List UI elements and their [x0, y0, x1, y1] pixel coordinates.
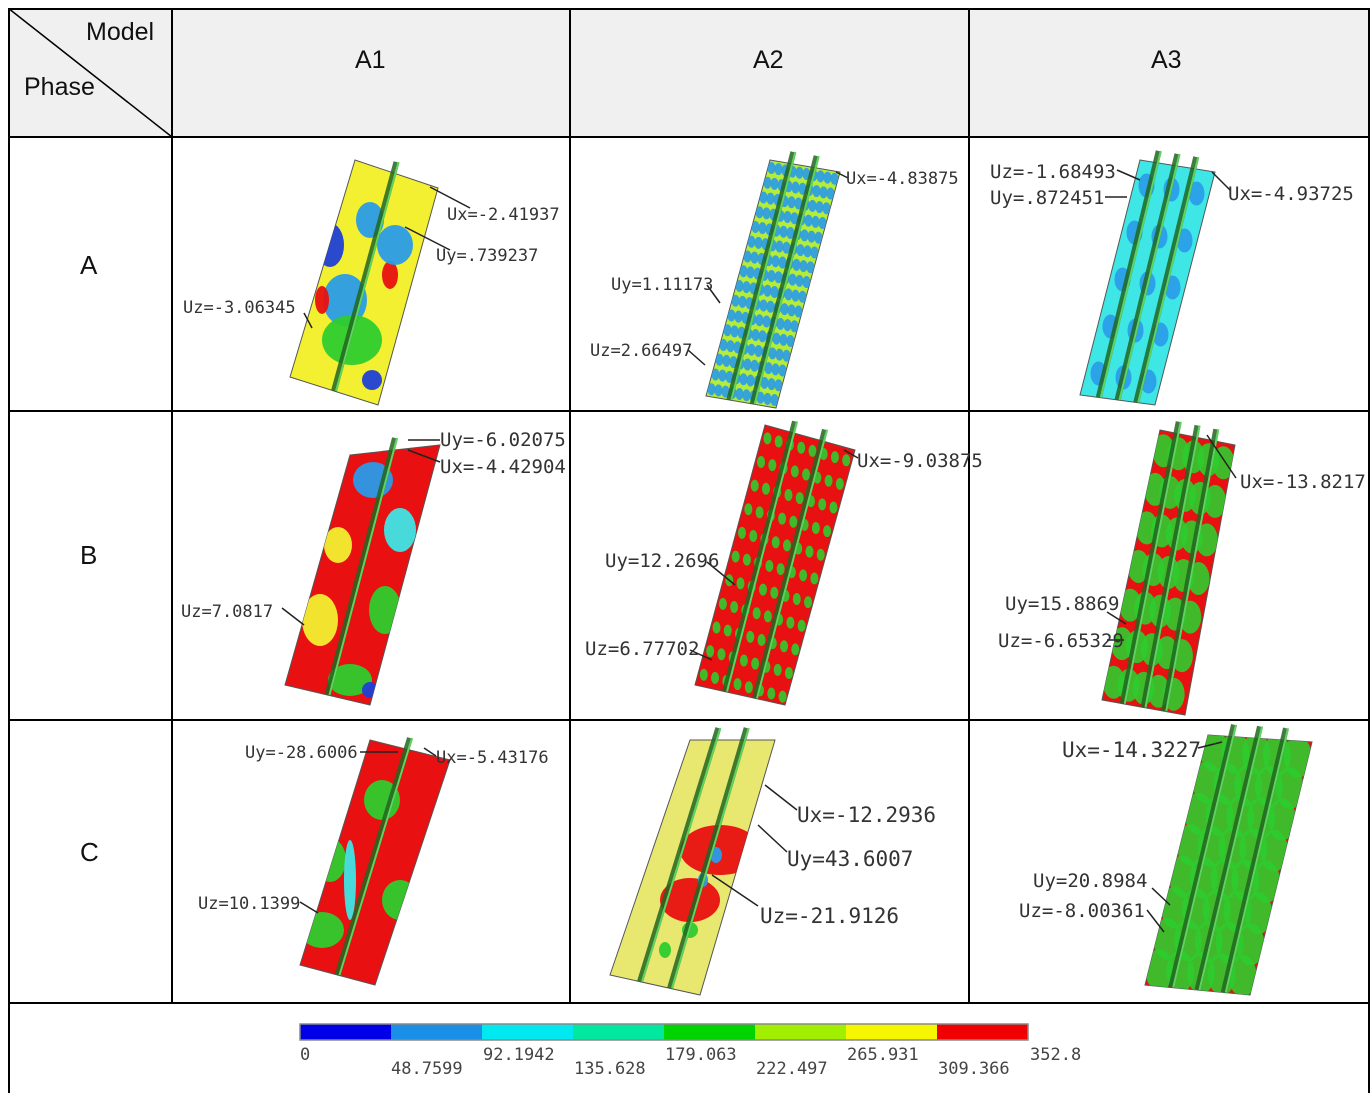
leader-line	[1206, 434, 1237, 479]
legend-swatch	[664, 1024, 756, 1040]
leader-line	[711, 874, 759, 907]
displacement-label: Uz=2.66497	[590, 341, 692, 361]
corner-phase-label: Phase	[24, 73, 95, 101]
column-header-a3: A3	[1151, 46, 1182, 74]
displacement-label: Uz=-21.9126	[760, 904, 899, 928]
leader-line	[835, 171, 849, 179]
legend-swatch	[300, 1024, 392, 1040]
contour-plate	[1101, 421, 1236, 716]
leader-line	[429, 186, 471, 209]
displacement-label: Ux=-2.41937	[447, 205, 560, 225]
displacement-label: Ux=-13.8217	[1240, 471, 1366, 493]
leader-line	[1116, 169, 1141, 181]
legend-swatch	[573, 1024, 665, 1040]
legend-value: 135.628	[574, 1059, 646, 1079]
displacement-label: Uy=43.6007	[787, 847, 913, 871]
grid-line	[968, 8, 970, 1003]
contour-plate	[299, 737, 451, 986]
contour-plate	[609, 727, 776, 996]
displacement-label: Uy=-6.02075	[440, 429, 566, 451]
grid-line	[569, 8, 571, 1003]
color-legend: 0 48.7599 92.1942 135.628 179.063 222.49…	[299, 1023, 1081, 1079]
displacement-label: Uy=1.11173	[611, 275, 713, 295]
grid-line	[8, 410, 1370, 412]
grid-line	[8, 719, 1370, 721]
displacement-label: Ux=-4.83875	[846, 169, 959, 189]
legend-value: 48.7599	[391, 1059, 463, 1079]
displacement-label: Ux=-5.43176	[436, 748, 549, 768]
leader-line	[764, 784, 798, 811]
legend-swatch	[846, 1024, 938, 1040]
legend-swatch	[482, 1024, 574, 1040]
grid-line	[8, 136, 1370, 138]
displacement-label: Ux=-9.03875	[857, 450, 983, 472]
leader-line	[706, 561, 736, 586]
contour-plate	[284, 437, 441, 706]
leader-line	[1197, 741, 1223, 749]
displacement-label: Uz=-1.68493	[990, 161, 1116, 183]
grid-line	[8, 8, 1370, 10]
grid-line	[8, 1002, 1370, 1004]
contour-plate	[1079, 150, 1216, 406]
leader-line	[1151, 887, 1171, 906]
displacement-label: Ux=-4.42904	[440, 456, 566, 478]
legend-value: 309.366	[938, 1059, 1010, 1079]
displacement-label: Uy=12.2696	[605, 550, 719, 572]
displacement-label: Ux=-4.93725	[1228, 183, 1354, 205]
displacement-label: Uz=6.77702	[585, 638, 699, 660]
leader-line	[303, 312, 313, 329]
contour-plate	[289, 159, 439, 406]
row-label-c: C	[80, 837, 99, 867]
displacement-label: Uz=-6.65329	[998, 630, 1124, 652]
grid-line	[1368, 8, 1370, 1093]
contour-plate	[705, 151, 841, 409]
legend-value: 222.497	[756, 1059, 828, 1079]
displacement-label: Uy=-28.6006	[245, 743, 358, 763]
leader-line	[407, 449, 441, 463]
displacement-label: Uz=10.1399	[198, 894, 300, 914]
row-label-b: B	[80, 540, 98, 570]
column-header-a2: A2	[753, 46, 784, 74]
legend-value: 179.063	[665, 1045, 737, 1065]
leader-line	[299, 901, 319, 914]
displacement-label: Ux=-14.3227	[1062, 738, 1201, 762]
column-header-a1: A1	[355, 46, 386, 74]
leader-line	[689, 649, 713, 661]
displacement-label: Uy=15.8869	[1005, 593, 1119, 615]
displacement-label: Uz=-8.00361	[1019, 900, 1145, 922]
leader-line	[1211, 171, 1231, 191]
legend-value: 265.931	[847, 1045, 919, 1065]
leader-line	[1146, 909, 1165, 933]
leader-line	[1106, 611, 1127, 625]
legend-value: 352.8	[1030, 1045, 1081, 1065]
leader-line	[843, 449, 859, 459]
displacement-label: Uz=-3.06345	[183, 298, 296, 318]
legend-swatch	[755, 1024, 847, 1040]
displacement-label: Uy=.739237	[436, 246, 538, 266]
legend-value: 0	[300, 1045, 310, 1065]
contour-plate	[694, 420, 856, 706]
legend-swatch	[391, 1024, 483, 1040]
row-label-a: A	[80, 250, 98, 280]
leader-line	[706, 284, 721, 304]
leader-line	[757, 824, 788, 853]
leader-line	[687, 349, 706, 366]
corner-diagonal	[8, 8, 172, 137]
grid-line	[171, 8, 173, 1003]
legend-swatch	[937, 1024, 1029, 1040]
leader-line	[281, 607, 305, 626]
grid-line	[8, 8, 10, 1093]
contour-plate	[1144, 724, 1313, 996]
leader-line	[423, 747, 437, 757]
leader-line	[404, 226, 451, 251]
legend-value: 92.1942	[483, 1045, 555, 1065]
header-row	[8, 8, 1370, 137]
corner-model-label: Model	[86, 18, 155, 46]
displacement-label: Uz=7.0817	[181, 602, 273, 622]
displacement-label: Ux=-12.2936	[797, 803, 936, 827]
displacement-label: Uy=.872451	[990, 187, 1104, 209]
displacement-label: Uy=20.8984	[1033, 870, 1147, 892]
